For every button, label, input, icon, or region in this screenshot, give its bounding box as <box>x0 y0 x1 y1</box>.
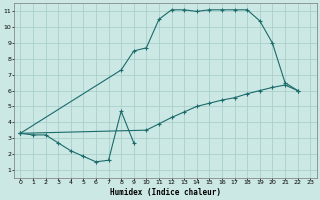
X-axis label: Humidex (Indice chaleur): Humidex (Indice chaleur) <box>110 188 221 197</box>
